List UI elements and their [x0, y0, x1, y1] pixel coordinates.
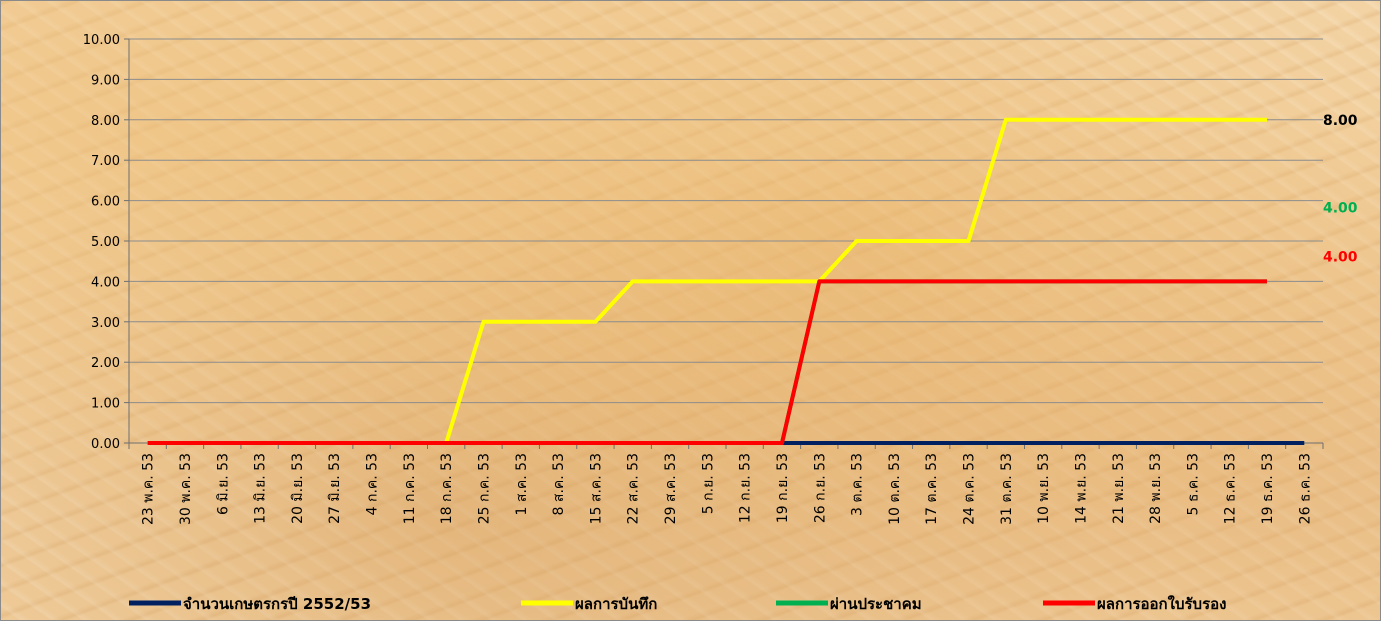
legend-label: ผ่านประชาคม — [830, 595, 922, 613]
x-tick-label: 15 ส.ค. 53 — [588, 453, 604, 524]
x-tick-label: 10 ต.ค. 53 — [887, 453, 903, 525]
x-tick-label: 28 พ.ย. 53 — [1148, 453, 1164, 524]
x-tick-label: 17 ต.ค. 53 — [924, 453, 940, 525]
end-value-label: 8.00 — [1323, 113, 1358, 129]
grid-lines — [129, 38, 1323, 404]
axes — [124, 38, 1324, 449]
end-value-label: 4.00 — [1323, 200, 1358, 216]
x-tick-label: 1 ส.ค. 53 — [514, 453, 530, 515]
legend-label: จำนวนเกษตรกรปี 2552/53 — [183, 595, 371, 613]
y-axis-tick-labels: 0.00 1.00 2.00 3.00 4.00 5.00 6.00 7.00 8.00 9.00… — [83, 33, 120, 452]
x-tick-label: 26 ธ.ค. 53 — [1297, 453, 1313, 524]
y-tick-label: 9.00 — [91, 73, 120, 88]
legend-label: ผลการบันทึก — [575, 595, 657, 613]
x-tick-label: 6 มิ.ย. 53 — [215, 453, 231, 515]
x-tick-label: 10 พ.ย. 53 — [1036, 453, 1052, 524]
x-tick-label: 19 ธ.ค. 53 — [1260, 453, 1276, 524]
x-tick-label: 12 ธ.ค. 53 — [1223, 453, 1239, 524]
x-tick-label: 27 มิ.ย. 53 — [327, 453, 343, 524]
x-tick-label: 4 ก.ค. 53 — [365, 453, 381, 515]
end-value-labels: 8.00 4.00 4.00 — [1323, 113, 1358, 266]
x-tick-label: 11 ก.ค. 53 — [402, 453, 418, 524]
end-value-label: 4.00 — [1323, 249, 1358, 265]
x-tick-label: 30 พ.ค. 53 — [178, 453, 194, 525]
legend: จำนวนเกษตรกรปี 2552/53 ผลการบันทึก ผ่านประ… — [129, 595, 1226, 613]
y-tick-label: 1.00 — [91, 397, 120, 412]
y-tick-label: 8.00 — [91, 114, 120, 129]
y-tick-label: 4.00 — [91, 275, 120, 290]
x-tick-label: 22 ส.ค. 53 — [626, 453, 642, 524]
y-tick-label: 0.00 — [91, 437, 120, 452]
x-tick-label: 14 พ.ย. 53 — [1073, 453, 1089, 524]
x-tick-label: 29 ส.ค. 53 — [663, 453, 679, 524]
x-tick-label: 13 มิ.ย. 53 — [253, 453, 269, 524]
x-tick-label: 21 พ.ย. 53 — [1111, 453, 1127, 524]
y-tick-label: 7.00 — [91, 154, 120, 169]
y-tick-label: 6.00 — [91, 195, 120, 210]
x-tick-label: 12 ก.ย. 53 — [738, 453, 754, 523]
x-tick-label: 18 ก.ค. 53 — [439, 453, 455, 524]
x-tick-label: 8 ส.ค. 53 — [551, 453, 567, 515]
x-tick-label: 5 ธ.ค. 53 — [1185, 453, 1201, 515]
y-tick-label: 10.00 — [83, 33, 120, 48]
x-tick-label: 24 ต.ค. 53 — [962, 453, 978, 525]
legend-label: ผลการออกใบรับรอง — [1097, 595, 1226, 613]
x-tick-label: 3 ต.ค. 53 — [850, 453, 866, 516]
x-tick-label: 20 มิ.ย. 53 — [290, 453, 306, 524]
series-lines — [147, 117, 1305, 445]
series-line — [147, 279, 1267, 445]
y-tick-label: 2.00 — [91, 356, 120, 371]
y-tick-label: 3.00 — [91, 316, 120, 331]
x-tick-label: 26 ก.ย. 53 — [812, 453, 828, 523]
x-tick-label: 5 ก.ย. 53 — [700, 453, 716, 514]
x-tick-label: 19 ก.ย. 53 — [775, 453, 791, 523]
x-axis-tick-labels: 23 พ.ค. 53 30 พ.ค. 53 6 มิ.ย. 53 13 มิ.ย. 5… — [141, 453, 1314, 525]
x-tick-label: 25 ก.ค. 53 — [476, 453, 492, 524]
x-tick-label: 23 พ.ค. 53 — [141, 453, 157, 525]
y-tick-label: 5.00 — [91, 235, 120, 250]
x-tick-label: 31 ต.ค. 53 — [999, 453, 1015, 525]
